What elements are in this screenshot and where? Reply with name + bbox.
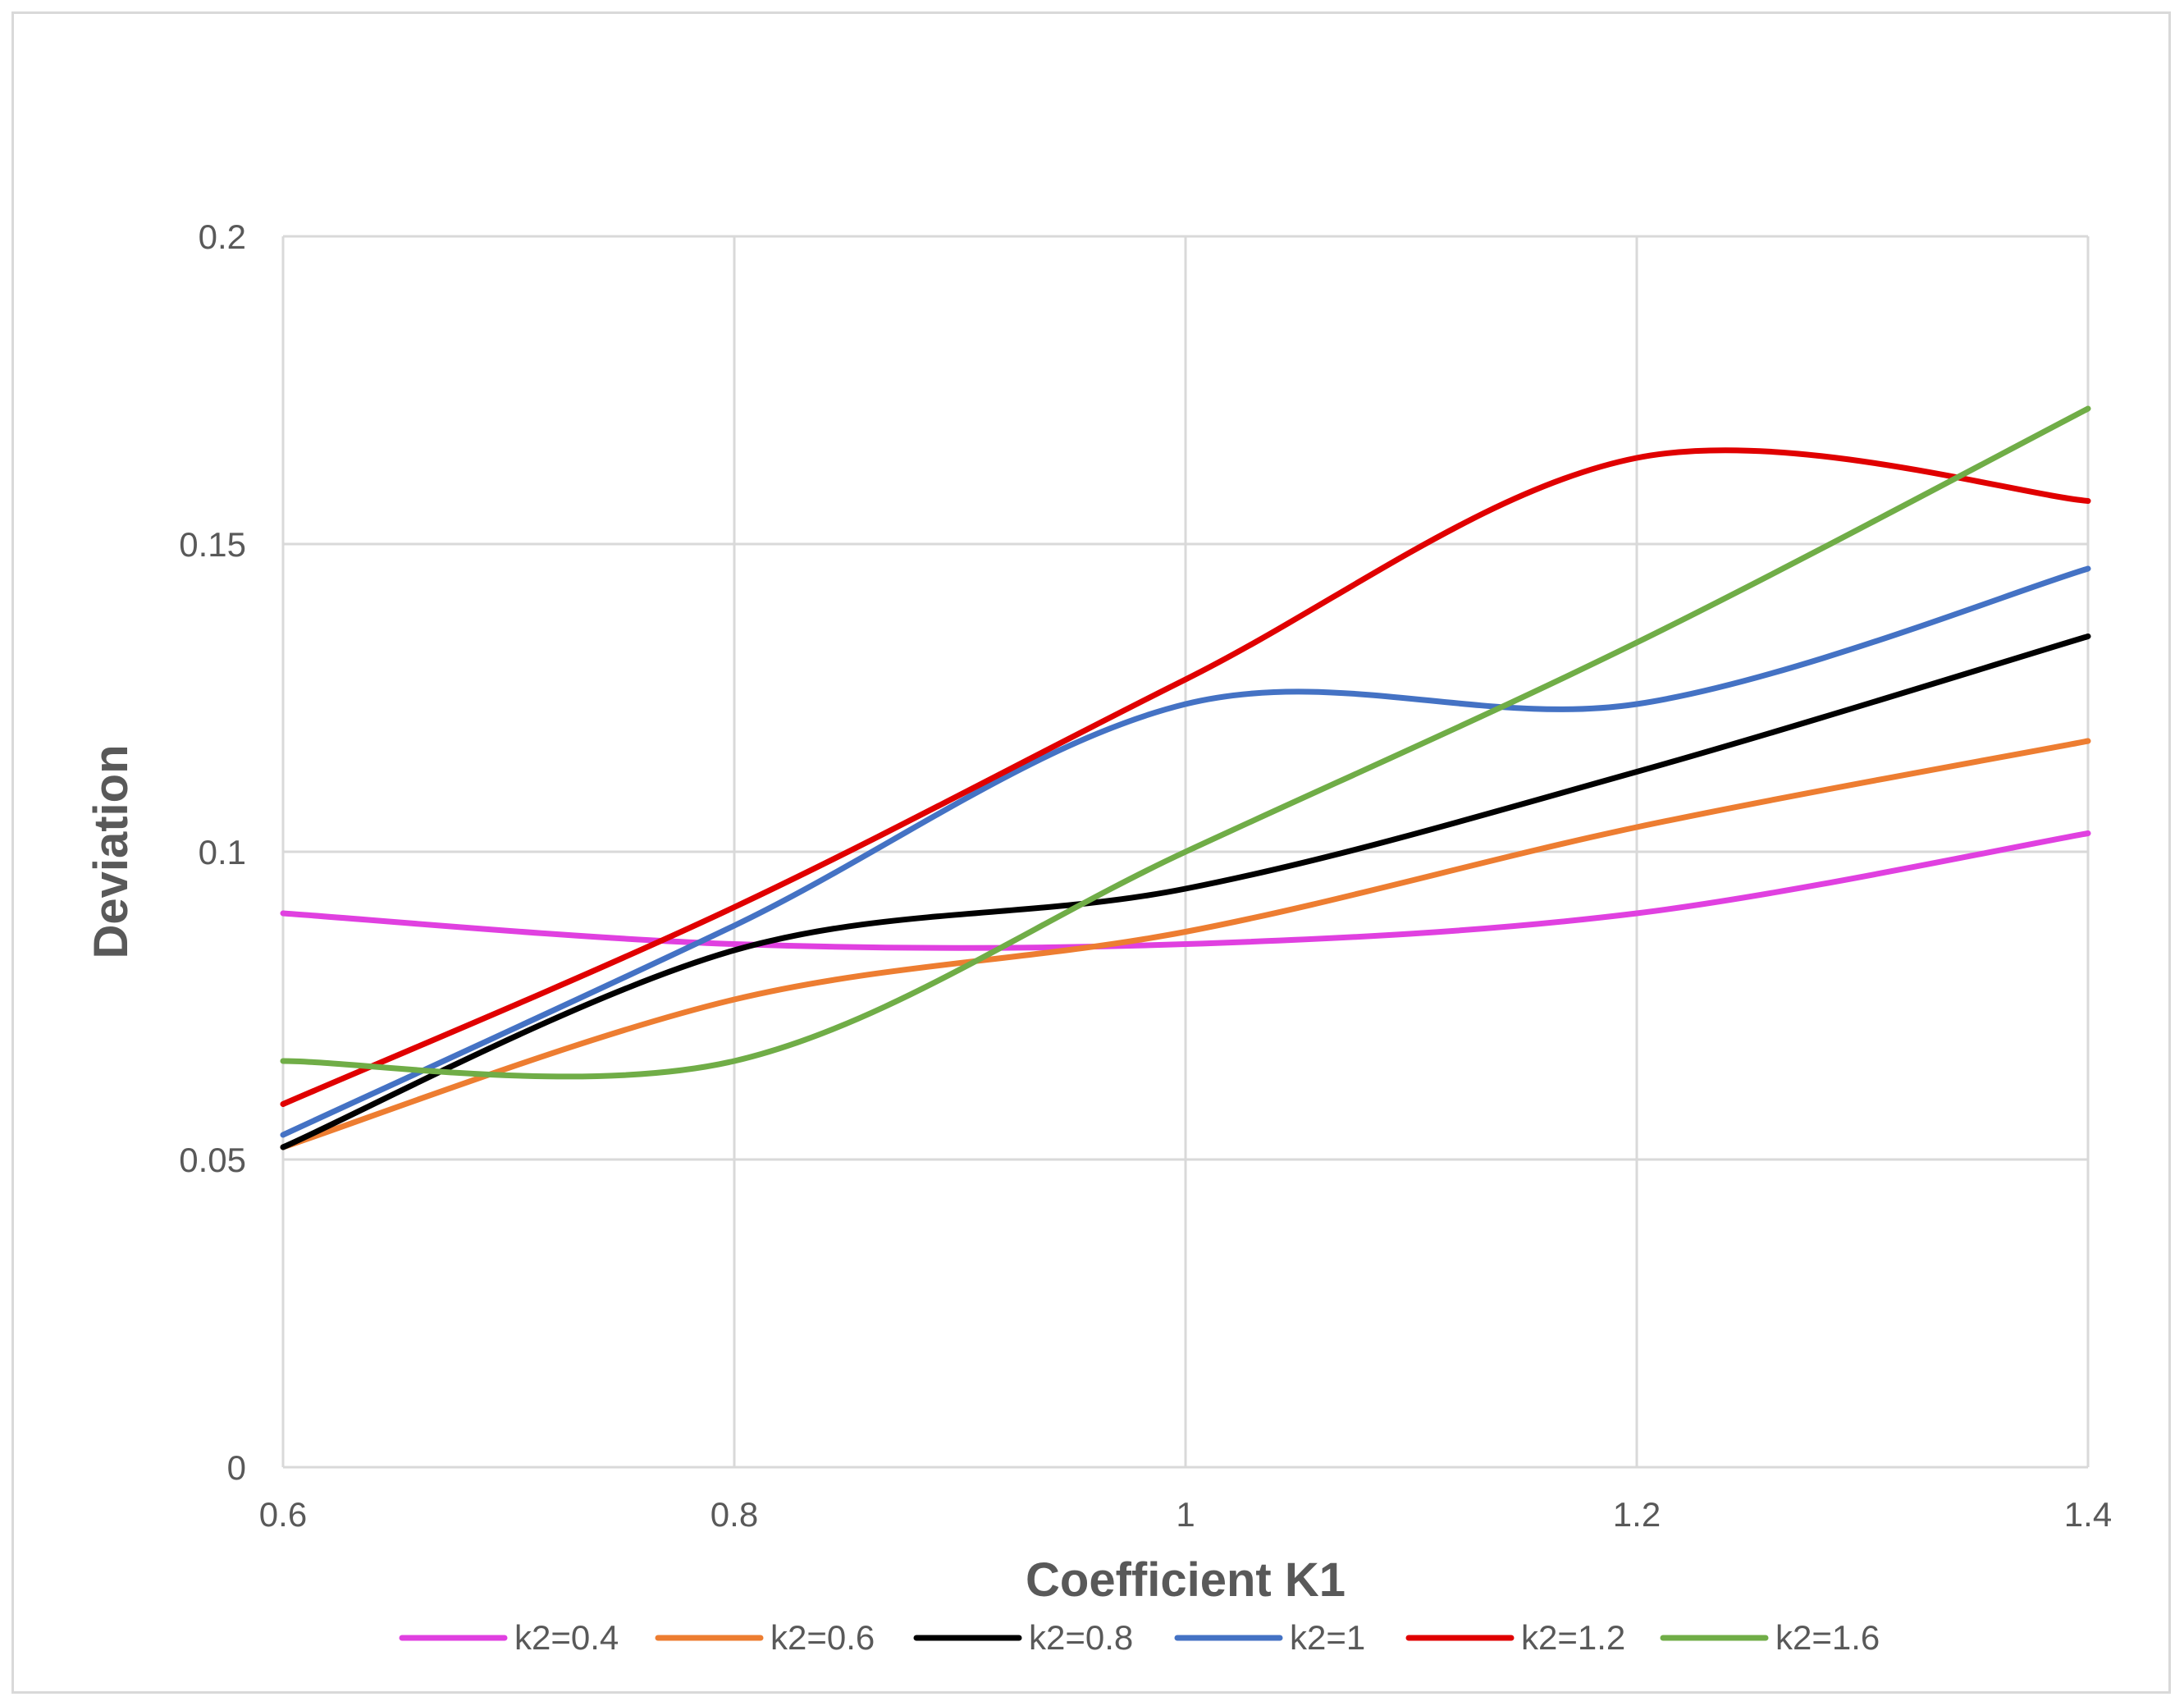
series-lines (280, 405, 2091, 1150)
legend-label: k2=1.2 (1521, 1618, 1625, 1657)
gridlines (281, 235, 2090, 1469)
legend-label: k2=1.6 (1775, 1618, 1880, 1657)
x-axis-title: Coefficient K1 (1026, 1553, 1346, 1607)
x-tick-labels: 0.6 0.8 1 1.2 1.4 (259, 1495, 2112, 1534)
series-line-k2=1.2 (280, 447, 2091, 1107)
legend-item: k2=0.6 (655, 1618, 875, 1657)
legend-label: k2=0.8 (1029, 1618, 1133, 1657)
legend-item: k2=0.4 (399, 1618, 619, 1657)
legend-item: k2=1.6 (1660, 1618, 1880, 1657)
x-tick-label: 1.2 (1613, 1495, 1661, 1534)
x-tick-label: 1 (1176, 1495, 1195, 1534)
y-tick-label: 0.05 (179, 1141, 246, 1179)
legend-label: k2=1 (1290, 1618, 1365, 1657)
legend-label: k2=0.4 (514, 1618, 619, 1657)
legend: k2=0.4 k2=0.6 k2=0.8 k2=1 k2=1.2 k2=1.6 (399, 1618, 1880, 1657)
y-axis-title: Deviation (85, 744, 138, 958)
legend-item: k2=1.2 (1405, 1618, 1625, 1657)
legend-item: k2=0.8 (913, 1618, 1133, 1657)
x-tick-label: 0.6 (259, 1495, 307, 1534)
legend-label: k2=0.6 (770, 1618, 875, 1657)
series-line-k2=1 (280, 565, 2091, 1138)
series-line-k2=1.6 (280, 405, 2091, 1080)
y-tick-label: 0 (227, 1448, 246, 1487)
y-tick-labels: 0 0.05 0.1 0.15 0.2 (179, 217, 246, 1487)
x-tick-label: 1.4 (2064, 1495, 2112, 1534)
legend-item: k2=1 (1174, 1618, 1365, 1657)
series-line-k2=0.6 (280, 738, 2091, 1150)
y-tick-label: 0.15 (179, 525, 246, 564)
y-tick-label: 0.2 (199, 217, 246, 256)
y-tick-label: 0.1 (199, 833, 246, 871)
x-tick-label: 0.8 (710, 1495, 758, 1534)
series-line-k2=0.8 (280, 633, 2091, 1150)
series-line-k2=0.4 (280, 830, 2091, 951)
